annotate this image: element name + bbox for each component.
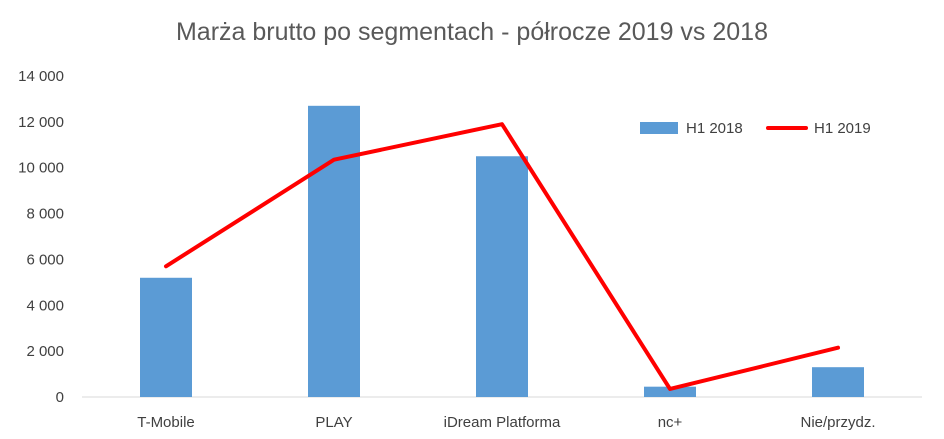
x-tick-label: T-Mobile [137,414,195,431]
x-axis: T-Mobile PLAY iDream Platforma nc+ Nie/przyd… [137,414,875,431]
y-tick-label: 0 [56,389,64,406]
bar-play [308,105,360,398]
y-axis: 0 2 000 4 000 6 000 8 000 10 000 12 000 14 000 [18,68,64,406]
y-tick-label: 8 000 [26,206,64,223]
legend-label-h1-2018: H1 2018 [686,120,743,137]
chart-title: Marża brutto po segmentach - półrocze 20… [175,18,768,46]
bar-idream-platforma [476,156,528,397]
x-tick-label: iDream Platforma [444,414,561,431]
legend: H1 2018 H1 2019 [640,120,871,137]
bar-t-mobile [140,277,192,397]
bar-nc- [644,386,696,397]
y-tick-label: 6 000 [26,251,64,268]
bar-nie-przydz- [812,367,864,397]
x-tick-label: Nie/przydz. [800,414,875,431]
legend-label-h1-2019: H1 2019 [814,120,871,137]
legend-swatch-h1-2018 [640,122,678,134]
y-tick-label: 14 000 [18,68,64,85]
y-tick-label: 2 000 [26,343,64,360]
x-tick-label: PLAY [315,414,352,431]
y-tick-label: 12 000 [18,114,64,131]
bar-series [140,105,864,398]
y-tick-label: 4 000 [26,297,64,314]
y-tick-label: 10 000 [18,160,64,177]
line-series [164,122,840,391]
x-tick-label: nc+ [658,414,683,431]
